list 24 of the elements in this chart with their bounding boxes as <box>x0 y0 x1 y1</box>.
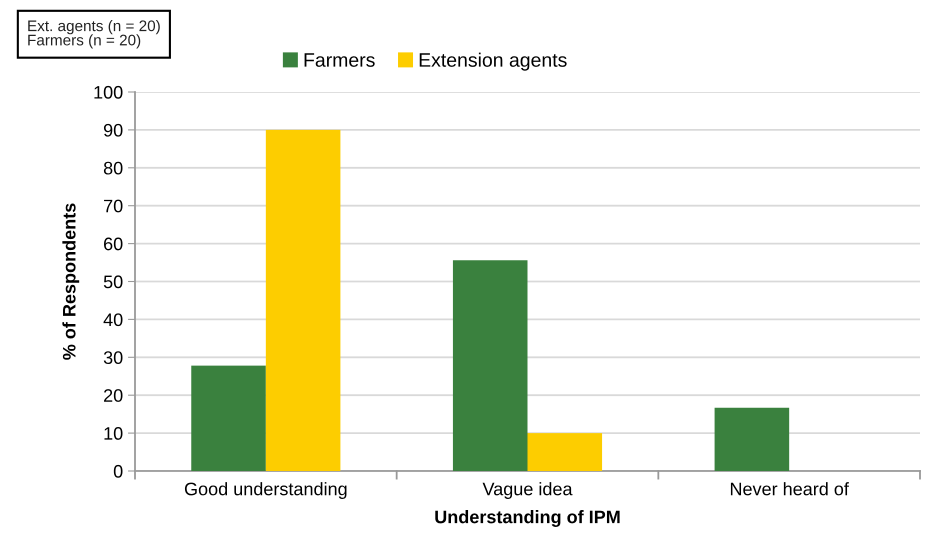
bar <box>452 260 528 471</box>
text: Ext. agents (n = 20) Farmers (n = 20) <box>28 20 160 48</box>
x-tick-label: Vague idea <box>482 482 573 499</box>
y-tick-label: 70 <box>104 200 122 212</box>
y-tick-label: 20 <box>104 389 122 402</box>
legend-label: Extension agents <box>420 52 567 71</box>
bar <box>714 408 790 471</box>
x-axis-title: Understanding of IPM <box>435 510 620 527</box>
y-tick-label: 60 <box>104 238 122 250</box>
y-tick-label: 0 <box>114 464 122 478</box>
y-tick-label: 30 <box>104 351 122 364</box>
x-tick-label: Good understanding <box>184 482 346 499</box>
bar <box>266 130 340 471</box>
y-tick-label: 50 <box>104 275 122 288</box>
x-tick-label: Never heard of <box>730 482 849 496</box>
y-axis-title: % of Respondents <box>62 203 80 360</box>
bar <box>191 366 266 471</box>
bar <box>528 433 602 471</box>
y-tick-label: 10 <box>104 427 122 440</box>
y-tick-label: 100 <box>94 86 122 99</box>
y-tick-label: 80 <box>104 162 122 175</box>
y-tick-label: 40 <box>104 313 122 326</box>
legend-label: Farmers <box>304 53 375 67</box>
y-tick-label: 90 <box>104 124 122 137</box>
